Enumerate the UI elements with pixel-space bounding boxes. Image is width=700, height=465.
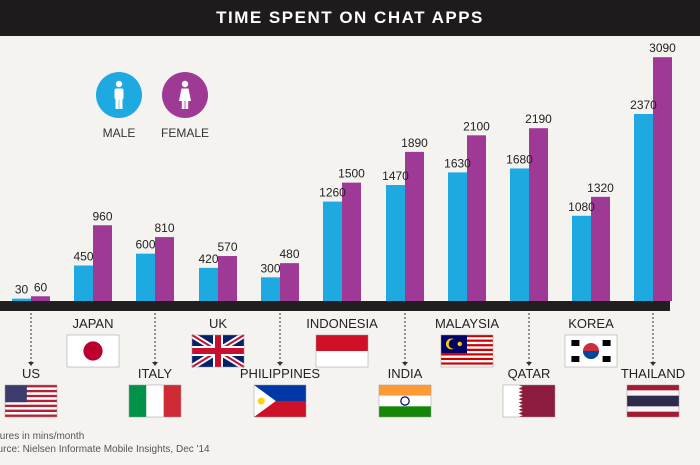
us-flag	[4, 384, 58, 418]
italy-flag	[128, 384, 182, 418]
bar-male	[634, 114, 653, 301]
bar-male	[386, 185, 405, 301]
leader-arrow	[402, 362, 408, 366]
leader-arrow	[650, 362, 656, 366]
data-label-male: 1260	[319, 186, 346, 200]
bar-male	[199, 267, 218, 301]
bar-male	[136, 253, 155, 301]
leader-arrow	[152, 362, 158, 366]
data-label-female: 1890	[401, 136, 428, 150]
bar-male	[572, 215, 591, 301]
female-legend-label: FEMALE	[160, 126, 209, 140]
india-flag	[378, 384, 432, 418]
country-label: KOREA	[568, 316, 614, 331]
data-label-male: 1630	[444, 156, 471, 170]
male-person-icon	[114, 80, 124, 109]
units-note: igures in mins/month	[0, 431, 85, 442]
data-label-male: 1680	[506, 152, 533, 166]
data-label-female: 60	[34, 280, 48, 294]
uk-flag	[190, 332, 246, 370]
bar-female	[31, 296, 50, 301]
chart-title: TIME SPENT ON CHAT APPS	[0, 0, 700, 36]
country-label: INDONESIA	[306, 316, 378, 331]
bar-male	[261, 277, 280, 301]
country-label: PHILIPPINES	[240, 366, 321, 381]
indonesia-flag	[315, 334, 369, 368]
bar-female	[218, 256, 237, 301]
bar-male	[510, 168, 529, 301]
data-label-male: 1080	[568, 200, 595, 214]
data-label-female: 960	[92, 209, 112, 223]
thailand-flag	[626, 384, 680, 418]
data-label-female: 570	[217, 240, 237, 254]
bar-female	[653, 57, 672, 301]
footnote: igures in mins/month ource: Nielsen Info…	[0, 430, 210, 456]
qatar-flag	[502, 384, 556, 418]
korea-flag	[564, 334, 618, 368]
female-legend-icon	[162, 72, 208, 118]
country-label: ITALY	[138, 366, 173, 381]
country-label: UK	[209, 316, 227, 331]
baseline	[0, 301, 670, 311]
leader-arrow	[28, 362, 34, 366]
country-label: QATAR	[508, 366, 551, 381]
country-label: US	[22, 366, 40, 381]
leader-arrow	[277, 362, 283, 366]
data-label-female: 1500	[338, 167, 365, 181]
country-label: INDIA	[388, 366, 423, 381]
malaysia-flag	[440, 334, 494, 368]
bar-female	[467, 135, 486, 301]
male-legend-label: MALE	[102, 126, 136, 140]
source-note: ource: Nielsen Informate Mobile Insights…	[0, 444, 210, 455]
data-label-female: 810	[154, 221, 174, 235]
philippines-flag	[253, 384, 307, 418]
data-label-female: 480	[279, 247, 299, 261]
female-person-icon	[179, 80, 191, 109]
japan-flag	[66, 334, 120, 368]
bar-female	[529, 128, 548, 301]
data-label-female: 2190	[525, 112, 552, 126]
data-label-male: 300	[260, 261, 280, 275]
data-label-male: 2370	[630, 98, 657, 112]
country-label: JAPAN	[73, 316, 114, 331]
bar-female	[342, 182, 361, 301]
bar-female	[405, 151, 424, 301]
country-label: THAILAND	[621, 366, 685, 381]
bar-female	[93, 225, 112, 301]
bar-male	[74, 265, 93, 301]
leader-arrow	[526, 362, 532, 366]
data-label-male: 450	[73, 249, 93, 263]
male-legend-icon	[96, 72, 142, 118]
data-label-female: 3090	[649, 41, 676, 55]
data-label-female: 1320	[587, 181, 614, 195]
bar-female	[280, 263, 299, 301]
bar-male	[323, 201, 342, 301]
data-label-male: 600	[135, 238, 155, 252]
country-label: MALAYSIA	[435, 316, 499, 331]
data-label-female: 2100	[463, 119, 490, 133]
data-label-male: 420	[198, 252, 218, 266]
data-label-male: 1470	[382, 169, 409, 183]
bar-male	[12, 298, 31, 301]
data-label-male: 30	[15, 283, 29, 297]
bar-female	[591, 196, 610, 301]
bar-male	[448, 172, 467, 301]
bar-female	[155, 237, 174, 301]
